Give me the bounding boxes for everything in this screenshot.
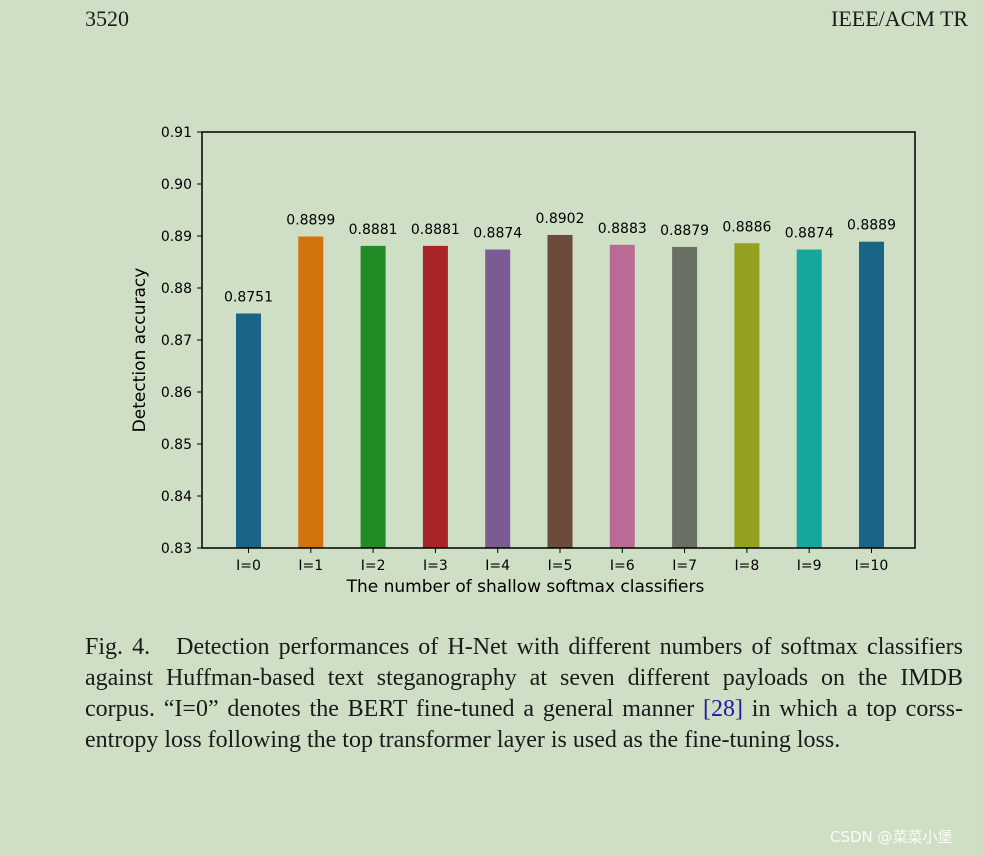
x-tick-label: I=10	[855, 558, 889, 574]
bar	[360, 245, 386, 548]
x-tick-label: I=0	[236, 558, 261, 574]
plot-frame	[201, 131, 916, 549]
x-tick-label: I=8	[735, 558, 760, 574]
y-tick-label: 0.87	[161, 333, 192, 349]
bar	[734, 243, 760, 548]
bar-value-label: 0.8874	[785, 226, 834, 242]
x-tick-label: I=9	[797, 558, 822, 574]
bar-value-label: 0.8881	[349, 222, 398, 238]
bar	[236, 313, 261, 548]
bar	[859, 241, 884, 548]
bar-value-label: 0.8879	[660, 223, 709, 239]
bar-value-label: 0.8883	[598, 221, 647, 237]
bar-value-label: 0.8881	[411, 222, 460, 238]
x-tick-label: I=3	[423, 558, 448, 574]
y-tick-label: 0.85	[161, 437, 192, 453]
bar-value-label: 0.8899	[286, 213, 335, 229]
bar	[796, 249, 822, 548]
y-tick-label: 0.86	[161, 385, 192, 401]
figure-label: Fig. 4.	[85, 634, 151, 660]
bar-value-label: 0.8886	[722, 219, 771, 235]
citation-link[interactable]: [28]	[703, 696, 743, 722]
x-tick-label: I=7	[672, 558, 697, 574]
bar	[422, 245, 448, 548]
caption-text-continued: in which a top corss-entropy loss follow…	[85, 696, 963, 753]
page-number: 3520	[85, 6, 129, 31]
x-axis-label: The number of shallow softmax classifier…	[346, 577, 705, 597]
caption-text: Detection performances of H-Net with dif…	[85, 634, 964, 722]
bar-value-label: 0.8889	[847, 218, 896, 234]
bar-chart: 0.8751 I=0 0.8899 I=1 0.8881 I=2 0.8881 I=3 0.88…	[130, 125, 916, 597]
y-axis-label: Detection accuracy	[130, 268, 150, 433]
y-tick-label: 0.88	[161, 281, 192, 297]
x-tick-label: I=1	[298, 558, 323, 574]
bar	[547, 234, 573, 548]
x-tick-label: I=4	[485, 558, 510, 574]
y-tick-label: 0.89	[161, 229, 192, 245]
bar-value-label: 0.8751	[224, 289, 273, 305]
watermark: CSDN @菜菜小堡	[830, 828, 953, 846]
journal-header: IEEE/ACM TR	[831, 6, 969, 31]
x-tick-label: I=2	[361, 558, 386, 574]
bar-value-label: 0.8902	[536, 211, 585, 227]
y-tick-label: 0.91	[161, 125, 192, 141]
bar-value-label: 0.8874	[473, 226, 522, 242]
bar	[609, 244, 635, 548]
x-tick-label: I=5	[548, 558, 573, 574]
x-tick-label: I=6	[610, 558, 635, 574]
y-tick-label: 0.90	[161, 177, 192, 193]
bar	[298, 236, 324, 548]
bar	[672, 246, 698, 549]
y-tick-label: 0.83	[161, 541, 192, 557]
bar	[485, 249, 511, 548]
figure-caption: Fig. 4. Detection performances of H-Net w…	[85, 632, 963, 756]
y-tick-label: 0.84	[161, 489, 192, 505]
